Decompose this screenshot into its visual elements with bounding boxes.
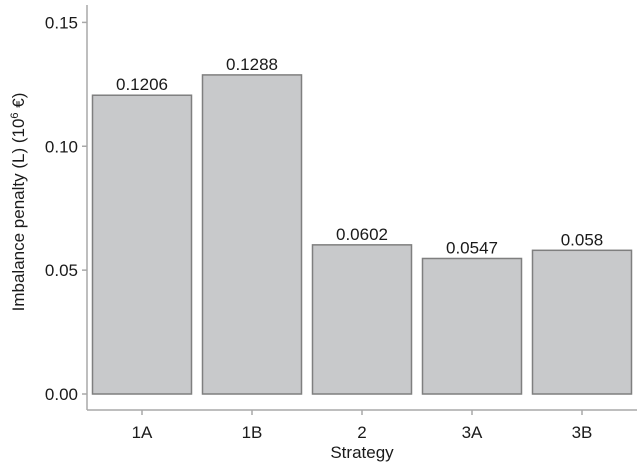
bar-1A xyxy=(91,94,193,395)
y-tick-label: 0.05 xyxy=(45,261,78,280)
bar-1B xyxy=(201,74,303,395)
bar-2 xyxy=(311,244,413,395)
bar-3A xyxy=(421,257,523,395)
y-tick-label: 0.10 xyxy=(45,137,78,156)
x-tick-label-2: 2 xyxy=(357,423,366,442)
data-labels-group: 0.1206 0.1288 0.0602 0.0547 0.058 xyxy=(116,55,603,258)
y-tick-label: 0.00 xyxy=(45,385,78,404)
x-axis-title: Strategy xyxy=(330,443,394,462)
x-ticks-group: 1A 1B 2 3A 3B xyxy=(132,410,593,442)
data-label-1A: 0.1206 xyxy=(116,75,168,94)
y-axis-title-superscript: 6 xyxy=(9,112,21,118)
x-tick-label-1B: 1B xyxy=(242,423,263,442)
x-tick-label-3B: 3B xyxy=(572,423,593,442)
data-label-2: 0.0602 xyxy=(336,225,388,244)
y-tick-label: 0.15 xyxy=(45,13,78,32)
data-label-1B: 0.1288 xyxy=(226,55,278,74)
x-tick-label-3A: 3A xyxy=(462,423,483,442)
data-label-3A: 0.0547 xyxy=(446,238,498,257)
bar-3B xyxy=(531,249,633,395)
data-label-3B: 0.058 xyxy=(561,230,604,249)
y-axis-title: Imbalance penalty (L) (106 €) xyxy=(9,93,28,312)
bars-group xyxy=(91,74,633,395)
x-tick-label-1A: 1A xyxy=(132,423,153,442)
y-axis-title-suffix: €) xyxy=(9,93,28,113)
y-ticks-group: 0.00 0.05 0.10 0.15 xyxy=(45,13,87,404)
y-axis-title-main: Imbalance penalty (L) (10 xyxy=(9,119,28,312)
